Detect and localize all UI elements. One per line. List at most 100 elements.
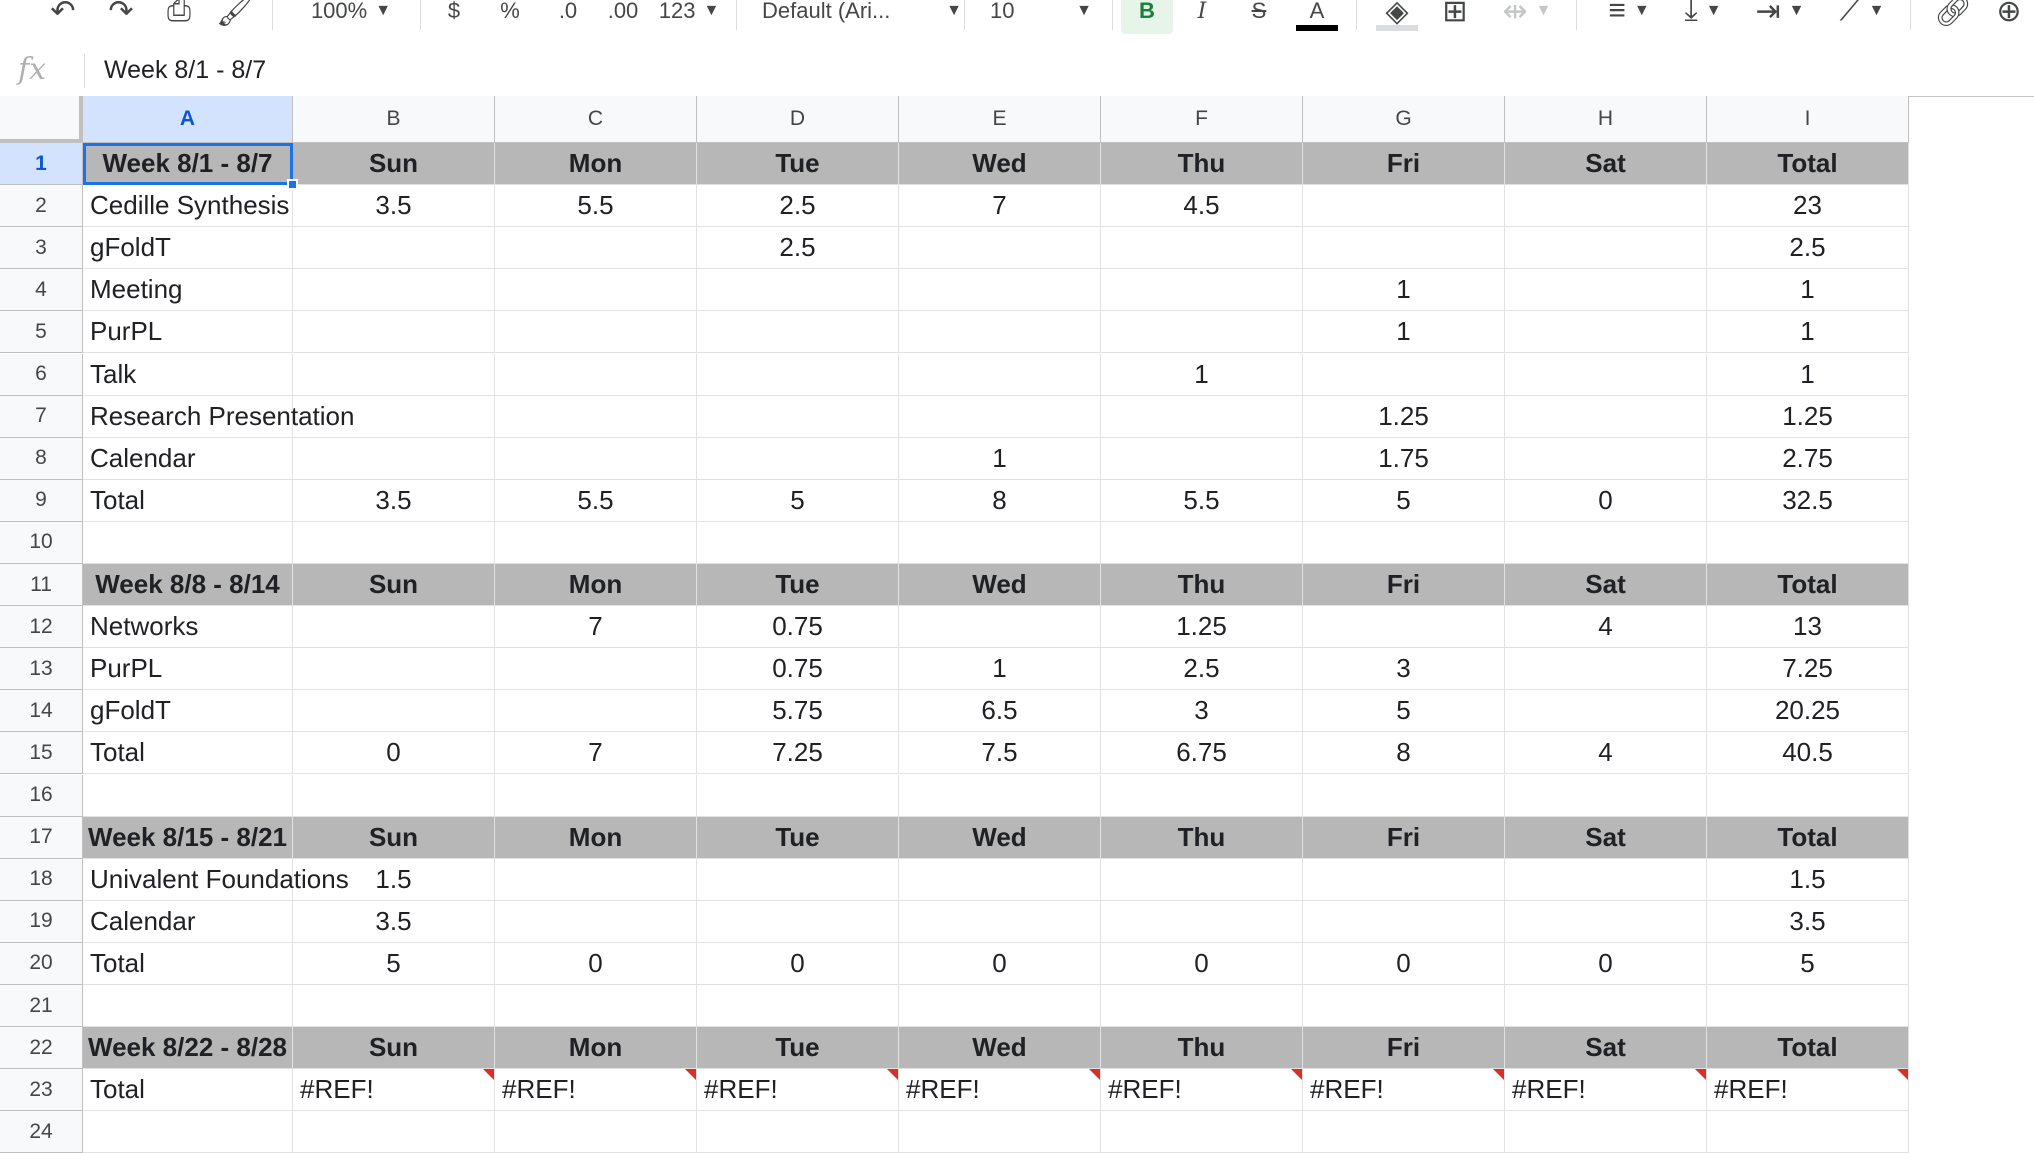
cell-c3[interactable]	[495, 227, 697, 270]
column-header-c[interactable]: C	[495, 96, 697, 143]
cell-b23[interactable]: #REF!	[293, 1069, 495, 1112]
cell-c13[interactable]	[495, 648, 697, 691]
cell-b20[interactable]: 5	[293, 942, 495, 985]
cell-i17[interactable]: Total	[1707, 816, 1909, 859]
cell-d4[interactable]	[697, 269, 899, 312]
cell-i3[interactable]: 2.5	[1707, 227, 1909, 270]
cell-h13[interactable]	[1505, 648, 1707, 691]
cell-i21[interactable]	[1707, 985, 1909, 1028]
row-header-8[interactable]: 8	[0, 437, 83, 480]
italic-button[interactable]: I	[1197, 0, 1207, 24]
cell-f8[interactable]	[1101, 437, 1303, 480]
cell-a2[interactable]: Cedille Synthesis	[83, 185, 293, 228]
row-header-3[interactable]: 3	[0, 227, 83, 270]
cell-g22[interactable]: Fri	[1303, 1027, 1505, 1070]
cell-f22[interactable]: Thu	[1101, 1027, 1303, 1070]
cell-d6[interactable]	[697, 353, 899, 396]
cell-i4[interactable]: 1	[1707, 269, 1909, 312]
cell-e8[interactable]: 1	[899, 437, 1101, 480]
cell-b1[interactable]: Sun	[293, 143, 495, 186]
cell-d17[interactable]: Tue	[697, 816, 899, 859]
cell-d24[interactable]	[697, 1111, 899, 1153]
cell-c12[interactable]: 7	[495, 606, 697, 649]
cell-e2[interactable]: 7	[899, 185, 1101, 228]
cell-e13[interactable]: 1	[899, 648, 1101, 691]
row-header-7[interactable]: 7	[0, 395, 83, 438]
cell-d18[interactable]	[697, 858, 899, 901]
cell-f21[interactable]	[1101, 985, 1303, 1028]
cell-f17[interactable]: Thu	[1101, 816, 1303, 859]
cell-i14[interactable]: 20.25	[1707, 690, 1909, 733]
cell-d9[interactable]: 5	[697, 479, 899, 522]
row-header-6[interactable]: 6	[0, 353, 83, 396]
cell-g7[interactable]: 1.25	[1303, 395, 1505, 438]
cell-a12[interactable]: Networks	[83, 606, 293, 649]
cell-e15[interactable]: 7.5	[899, 732, 1101, 775]
column-header-e[interactable]: E	[899, 96, 1101, 143]
cell-a1[interactable]: Week 8/1 - 8/7	[83, 143, 293, 186]
cell-b15[interactable]: 0	[293, 732, 495, 775]
cell-e14[interactable]: 6.5	[899, 690, 1101, 733]
cell-g24[interactable]	[1303, 1111, 1505, 1153]
column-header-f[interactable]: F	[1101, 96, 1303, 143]
row-header-18[interactable]: 18	[0, 858, 83, 901]
row-header-21[interactable]: 21	[0, 985, 83, 1028]
cell-a18[interactable]: Univalent Foundations	[83, 858, 349, 901]
cell-d7[interactable]	[697, 395, 899, 438]
cell-h2[interactable]	[1505, 185, 1707, 228]
cell-h19[interactable]	[1505, 900, 1707, 943]
zoom-select[interactable]: 100% ▼	[296, 0, 406, 34]
cell-e18[interactable]	[899, 858, 1101, 901]
cell-h11[interactable]: Sat	[1505, 564, 1707, 607]
cell-g9[interactable]: 5	[1303, 479, 1505, 522]
insert-comment-icon[interactable]: ⊕	[1996, 0, 2022, 28]
cell-c16[interactable]	[495, 774, 697, 817]
cell-c22[interactable]: Mon	[495, 1027, 697, 1070]
cell-g14[interactable]: 5	[1303, 690, 1505, 733]
cell-i24[interactable]	[1707, 1111, 1909, 1153]
cell-h4[interactable]	[1505, 269, 1707, 312]
cell-a8[interactable]: Calendar	[83, 437, 293, 480]
cell-f3[interactable]	[1101, 227, 1303, 270]
cell-f1[interactable]: Thu	[1101, 143, 1303, 186]
column-header-i[interactable]: I	[1707, 96, 1909, 143]
cell-b11[interactable]: Sun	[293, 564, 495, 607]
cell-f10[interactable]	[1101, 521, 1303, 564]
cell-c10[interactable]	[495, 521, 697, 564]
undo-icon[interactable]: ↶	[50, 0, 76, 28]
cell-f13[interactable]: 2.5	[1101, 648, 1303, 691]
cell-f23[interactable]: #REF!	[1101, 1069, 1303, 1112]
row-header-24[interactable]: 24	[0, 1111, 83, 1153]
cell-d20[interactable]: 0	[697, 942, 899, 985]
cell-h22[interactable]: Sat	[1505, 1027, 1707, 1070]
cell-i7[interactable]: 1.25	[1707, 395, 1909, 438]
row-header-10[interactable]: 10	[0, 521, 83, 564]
cell-b2[interactable]: 3.5	[293, 185, 495, 228]
fill-handle[interactable]	[287, 179, 298, 191]
cell-a16[interactable]	[83, 774, 293, 817]
cell-g3[interactable]	[1303, 227, 1505, 270]
cell-f15[interactable]: 6.75	[1101, 732, 1303, 775]
column-header-b[interactable]: B	[293, 96, 495, 143]
cell-i13[interactable]: 7.25	[1707, 648, 1909, 691]
cell-a13[interactable]: PurPL	[83, 648, 293, 691]
cell-b4[interactable]	[293, 269, 495, 312]
cell-f16[interactable]	[1101, 774, 1303, 817]
cell-b22[interactable]: Sun	[293, 1027, 495, 1070]
cell-b13[interactable]	[293, 648, 495, 691]
cell-e4[interactable]	[899, 269, 1101, 312]
cell-a15[interactable]: Total	[83, 732, 293, 775]
cell-b17[interactable]: Sun	[293, 816, 495, 859]
percent-button[interactable]: %	[500, 0, 520, 23]
cell-g4[interactable]: 1	[1303, 269, 1505, 312]
cell-e1[interactable]: Wed	[899, 143, 1101, 186]
cell-a7[interactable]: Research Presentation	[83, 395, 354, 438]
cell-c24[interactable]	[495, 1111, 697, 1153]
row-header-4[interactable]: 4	[0, 269, 83, 312]
cell-g13[interactable]: 3	[1303, 648, 1505, 691]
cell-c19[interactable]	[495, 900, 697, 943]
cell-h12[interactable]: 4	[1505, 606, 1707, 649]
column-header-g[interactable]: G	[1303, 96, 1505, 143]
cell-i15[interactable]: 40.5	[1707, 732, 1909, 775]
cell-g12[interactable]	[1303, 606, 1505, 649]
